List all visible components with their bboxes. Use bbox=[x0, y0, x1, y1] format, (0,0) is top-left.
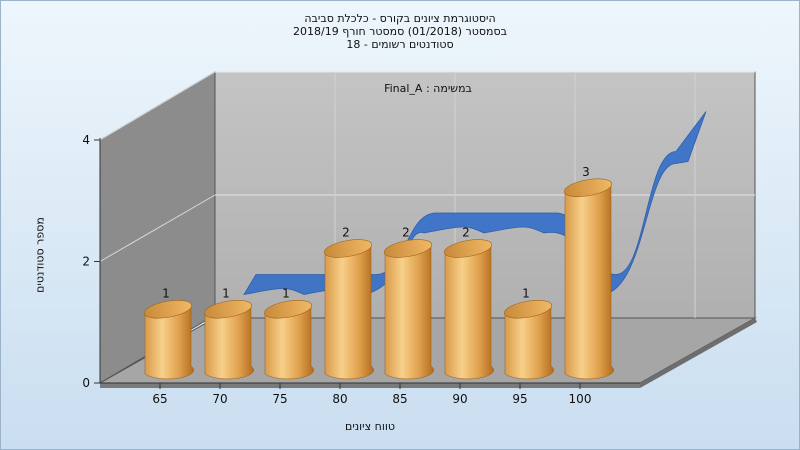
bar-body bbox=[384, 244, 434, 380]
bar-body bbox=[504, 304, 554, 380]
bar: 2 bbox=[324, 226, 374, 380]
y-axis: 0 2 4 bbox=[82, 133, 101, 390]
bars: 1 1 1 2 2 2 1 3 bbox=[144, 165, 614, 380]
floor-front-edge bbox=[100, 383, 640, 388]
grid-line-diagonal bbox=[99, 194, 216, 262]
floor-right-edge bbox=[640, 318, 757, 388]
bar-top bbox=[204, 300, 252, 319]
grid-line-diagonal bbox=[99, 71, 216, 141]
chart-title-line-1: היסטוגרמת ציונים בקורס - כלכלת סביבה bbox=[304, 12, 496, 25]
bar: 2 bbox=[384, 226, 434, 380]
x-tick-label: 85 bbox=[392, 392, 407, 406]
bar-top bbox=[384, 239, 432, 258]
bar-body bbox=[144, 304, 194, 380]
bar-data-label: 2 bbox=[402, 226, 410, 240]
y-tick-label: 0 bbox=[82, 376, 90, 390]
chart-title-line-2: בסמסטר (01/2018) סמסטר חורף 2018/19 bbox=[293, 25, 507, 38]
x-axis-label: טווח ציונים bbox=[345, 420, 395, 433]
y-tick-label: 2 bbox=[82, 255, 90, 269]
bar-data-label: 2 bbox=[462, 226, 470, 240]
bar-data-label: 1 bbox=[222, 286, 230, 300]
bar-top bbox=[264, 300, 312, 319]
bar-body bbox=[444, 244, 494, 380]
bar: 2 bbox=[444, 226, 494, 380]
x-tick-label: 95 bbox=[512, 392, 527, 406]
bar-data-label: 1 bbox=[282, 286, 290, 300]
bar: 1 bbox=[204, 286, 254, 380]
x-tick-label: 80 bbox=[332, 392, 347, 406]
bar-data-label: 1 bbox=[162, 286, 170, 300]
bar-body bbox=[564, 183, 614, 380]
bar-data-label: 1 bbox=[522, 286, 530, 300]
bar: 1 bbox=[264, 286, 314, 380]
bar-body bbox=[204, 304, 254, 380]
bar-top bbox=[564, 178, 612, 197]
x-axis: 65 70 75 80 85 90 95 100 bbox=[100, 382, 640, 406]
bar: 1 bbox=[504, 286, 554, 380]
x-tick-label: 100 bbox=[569, 392, 592, 406]
bar-data-label: 3 bbox=[582, 165, 590, 179]
chart-title: היסטוגרמת ציונים בקורס - כלכלת סביבה בסמ… bbox=[0, 12, 800, 51]
x-tick-label: 90 bbox=[452, 392, 467, 406]
bar-top bbox=[144, 300, 192, 319]
chart-title-line-3: סטודנטים רשומים - 18 bbox=[346, 38, 454, 51]
bar-body bbox=[264, 304, 314, 380]
y-tick-label: 4 bbox=[82, 133, 90, 147]
bar: 3 bbox=[564, 165, 614, 380]
bar-data-label: 2 bbox=[342, 226, 350, 240]
x-tick-label: 65 bbox=[152, 392, 167, 406]
x-tick-label: 75 bbox=[272, 392, 287, 406]
bar-top bbox=[324, 239, 372, 258]
chart-subtitle: Final_A : במשימה bbox=[384, 82, 472, 95]
bar-top bbox=[444, 239, 492, 258]
bar: 1 bbox=[144, 286, 194, 380]
bar-top bbox=[504, 300, 552, 319]
x-tick-label: 70 bbox=[212, 392, 227, 406]
bar-body bbox=[324, 244, 374, 380]
